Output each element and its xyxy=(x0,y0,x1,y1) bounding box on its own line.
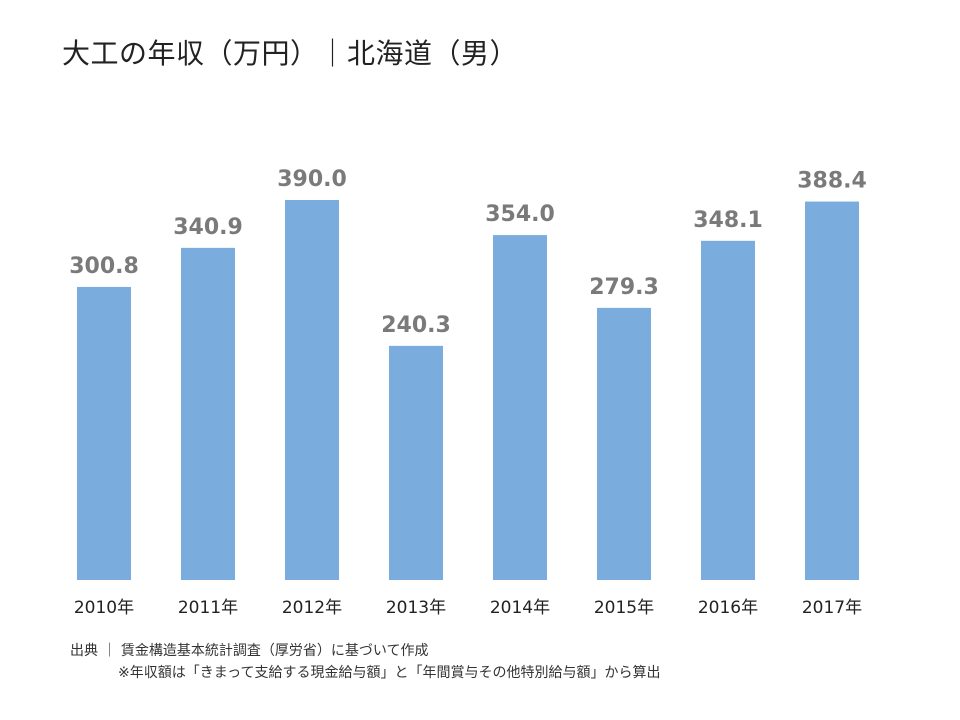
x-tick-label-7: 2017年 xyxy=(802,598,862,618)
bar-3 xyxy=(389,345,443,580)
bar-1 xyxy=(181,247,235,581)
x-tick-label-5: 2015年 xyxy=(594,598,654,618)
x-tick-label-2: 2012年 xyxy=(282,598,342,618)
x-tick-label-3: 2013年 xyxy=(386,598,446,618)
chart-title: 大工の年収（万円）｜北海道（男） xyxy=(62,37,519,70)
bar-value-label-6: 348.1 xyxy=(693,208,763,233)
bar-5 xyxy=(597,307,651,580)
bar-2 xyxy=(285,200,339,580)
bar-value-label-1: 340.9 xyxy=(173,215,243,240)
source-note: 出典 ｜ 賃金構造基本統計調査（厚労省）に基づいて作成 xyxy=(70,643,429,659)
bar-0 xyxy=(77,286,131,580)
bar-4 xyxy=(493,235,547,581)
bar-value-label-0: 300.8 xyxy=(69,254,139,279)
bar-6 xyxy=(701,240,755,581)
bar-value-label-5: 279.3 xyxy=(589,275,659,300)
bar-value-label-2: 390.0 xyxy=(277,167,347,192)
bar-value-label-3: 240.3 xyxy=(381,313,451,338)
x-tick-label-0: 2010年 xyxy=(74,598,134,618)
bar-value-label-4: 354.0 xyxy=(485,202,555,227)
x-tick-label-4: 2014年 xyxy=(490,598,550,618)
calculation-note: ※年収額は「きまって支給する現金給与額」と「年間賞与その他特別給与額」から算出 xyxy=(118,665,661,681)
x-tick-label-1: 2011年 xyxy=(178,598,238,618)
x-tick-label-6: 2016年 xyxy=(698,598,758,618)
bar-7 xyxy=(805,201,859,581)
bar-value-label-7: 388.4 xyxy=(797,169,867,194)
